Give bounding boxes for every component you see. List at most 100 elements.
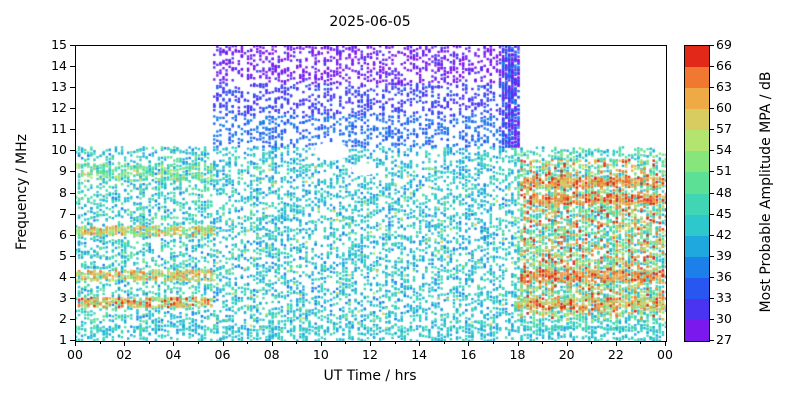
x-minor-tick-mark <box>345 341 347 344</box>
colorbar-band <box>685 298 709 321</box>
colorbar-label: Most Probable Amplitude MPA / dB <box>758 71 774 313</box>
colorbar-tick-label: 69 <box>716 37 732 52</box>
y-tick-mark <box>70 129 75 131</box>
colorbar-band <box>685 235 709 257</box>
colorbar-tick-label: 66 <box>716 58 732 74</box>
colorbar-tick-label: 36 <box>716 268 732 284</box>
colorbar-tick-mark <box>710 276 714 278</box>
colorbar-tick-mark <box>710 297 714 299</box>
colorbar-tick-mark <box>710 318 714 320</box>
x-tick-label: 14 <box>411 347 428 362</box>
y-tick-label: 6 <box>59 226 67 242</box>
colorbar-tick-label: 60 <box>716 100 732 116</box>
y-tick-mark <box>70 45 75 46</box>
plot-area <box>75 45 667 342</box>
colorbar-tick-mark <box>710 87 714 89</box>
x-tick-mark <box>75 341 76 346</box>
colorbar-tick-label: 30 <box>716 310 732 326</box>
x-tick-label: 22 <box>607 347 624 362</box>
colorbar-band <box>685 151 709 173</box>
y-tick-mark <box>70 66 75 68</box>
colorbar-band <box>685 193 709 215</box>
x-axis-label: UT Time / hrs <box>323 368 417 384</box>
colorbar-tick-label: 63 <box>716 79 732 95</box>
y-tick-mark <box>70 171 75 173</box>
x-tick-mark <box>566 341 568 346</box>
colorbar-band <box>685 256 709 278</box>
colorbar-tick-mark <box>710 171 714 173</box>
x-tick-label: 02 <box>116 347 133 362</box>
colorbar-band <box>685 130 709 152</box>
x-minor-tick-mark <box>640 341 642 344</box>
x-tick-label: 00 <box>657 347 673 362</box>
colorbar-band <box>685 277 709 299</box>
y-tick-mark <box>70 234 75 236</box>
colorbar-tick-mark <box>710 129 714 131</box>
y-tick-label: 2 <box>59 310 67 326</box>
colorbar-tick-label: 42 <box>716 226 732 242</box>
x-minor-tick-mark <box>247 341 249 344</box>
colorbar-tick-mark <box>710 150 714 152</box>
x-minor-tick-mark <box>296 341 298 344</box>
colorbar-tick-label: 54 <box>716 142 732 158</box>
x-minor-tick-mark <box>148 341 150 344</box>
y-tick-mark <box>70 318 75 320</box>
colorbar-tick-mark <box>710 255 714 257</box>
colorbar-tick-label: 45 <box>716 205 732 221</box>
y-tick-label: 12 <box>51 100 67 116</box>
y-tick-label: 1 <box>59 332 67 347</box>
colorbar-band <box>685 109 709 131</box>
x-tick-label: 18 <box>509 347 526 362</box>
colorbar-tick-mark <box>710 340 714 341</box>
x-tick-label: 16 <box>460 347 477 362</box>
x-minor-tick-mark <box>443 341 445 344</box>
x-minor-tick-mark <box>197 341 199 344</box>
scatter-canvas <box>76 46 666 341</box>
colorbar-tick-label: 57 <box>716 121 732 137</box>
x-tick-mark <box>665 341 666 346</box>
x-tick-label: 12 <box>362 347 378 362</box>
x-minor-tick-mark <box>394 341 396 344</box>
x-tick-mark <box>517 341 519 346</box>
y-tick-label: 10 <box>51 142 67 158</box>
y-tick-mark <box>70 297 75 299</box>
colorbar-tick-mark <box>710 192 714 194</box>
chart-title: 2025-06-05 <box>329 14 411 30</box>
x-tick-mark <box>173 341 175 346</box>
x-tick-mark <box>124 341 126 346</box>
colorbar-band <box>685 320 709 342</box>
y-tick-mark <box>70 213 75 215</box>
colorbar-tick-label: 27 <box>716 332 732 347</box>
colorbar-tick-label: 33 <box>716 289 732 305</box>
x-tick-mark <box>271 341 273 346</box>
colorbar-tick-mark <box>710 108 714 110</box>
y-tick-mark <box>70 340 75 341</box>
y-tick-label: 4 <box>59 268 67 284</box>
colorbar-tick-mark <box>710 234 714 236</box>
y-tick-label: 9 <box>59 163 67 179</box>
y-tick-mark <box>70 87 75 89</box>
y-tick-mark <box>70 192 75 194</box>
x-tick-label: 04 <box>165 347 182 362</box>
colorbar-tick-mark <box>710 213 714 215</box>
x-minor-tick-mark <box>542 341 544 344</box>
colorbar-tick-label: 51 <box>716 163 732 179</box>
y-tick-mark <box>70 276 75 278</box>
colorbar-band <box>685 214 709 236</box>
colorbar-band <box>685 67 709 89</box>
x-tick-label: 20 <box>558 347 575 362</box>
x-tick-mark <box>419 341 421 346</box>
x-tick-mark <box>222 341 224 346</box>
colorbar-tick-label: 48 <box>716 184 732 200</box>
colorbar-band <box>685 46 709 68</box>
y-tick-label: 13 <box>51 79 67 95</box>
x-tick-mark <box>468 341 470 346</box>
y-tick-label: 14 <box>51 58 67 74</box>
x-tick-label: 08 <box>263 347 280 362</box>
colorbar-band <box>685 172 709 194</box>
x-minor-tick-mark <box>492 341 494 344</box>
y-tick-label: 15 <box>51 37 67 52</box>
x-tick-mark <box>615 341 617 346</box>
colorbar-tick-mark <box>710 66 714 68</box>
x-minor-tick-mark <box>591 341 593 344</box>
